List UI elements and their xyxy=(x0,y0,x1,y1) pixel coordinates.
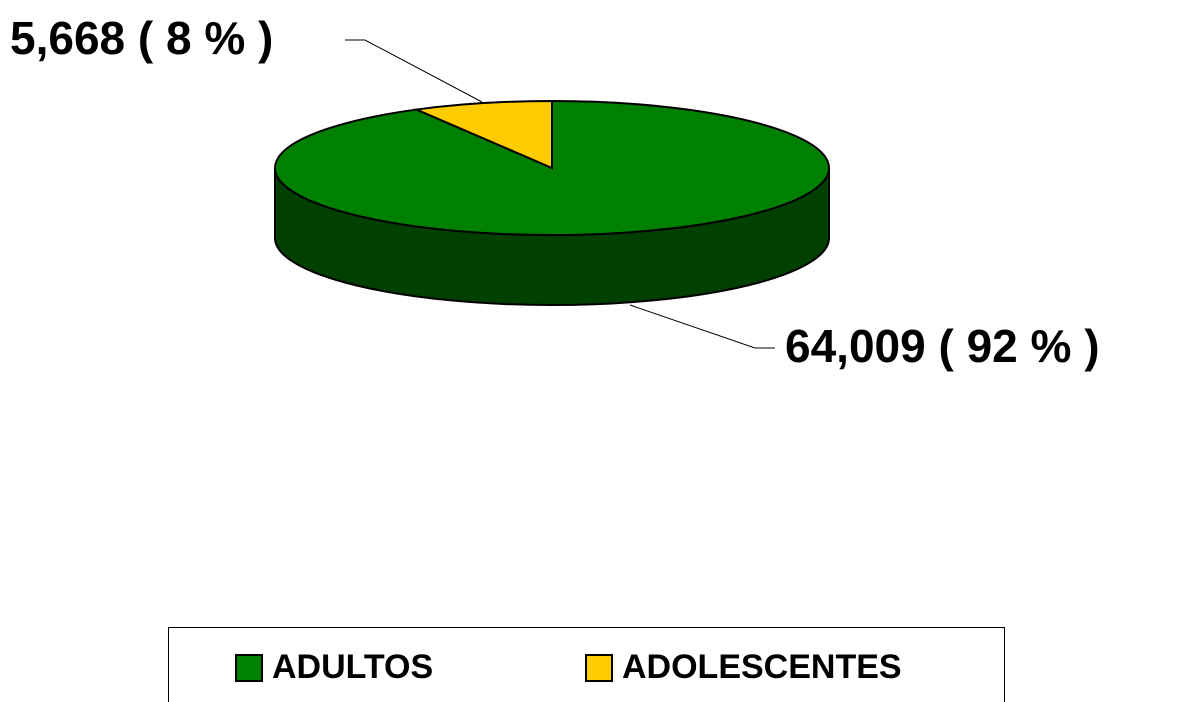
legend-swatch xyxy=(585,654,613,682)
leader-line xyxy=(345,39,483,103)
legend-swatch xyxy=(235,654,263,682)
leader-line xyxy=(629,304,775,349)
data-label: 5,668 ( 8 % ) xyxy=(10,12,273,64)
data-label: 64,009 ( 92 % ) xyxy=(785,320,1100,372)
slice xyxy=(412,99,553,170)
legend-label: ADULTOS xyxy=(272,648,433,686)
legend-label: ADOLESCENTES xyxy=(622,648,902,686)
